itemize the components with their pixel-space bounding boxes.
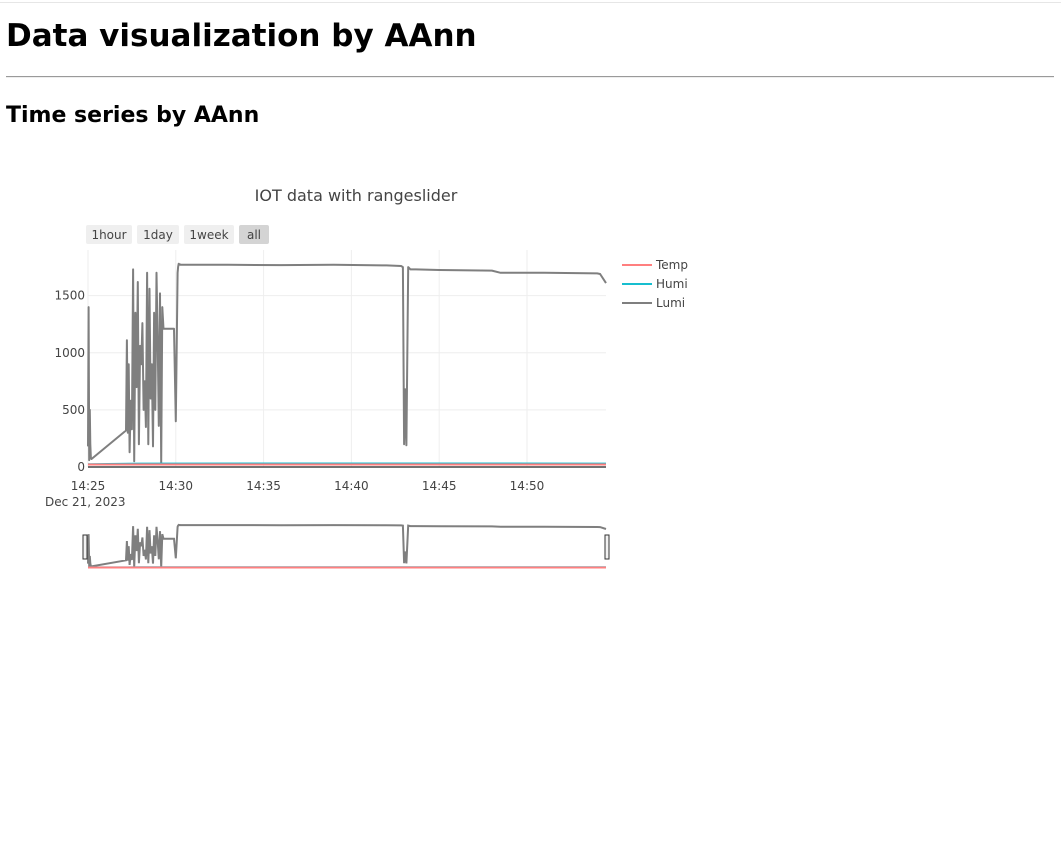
range-button-label[interactable]: 1day (143, 228, 173, 242)
legend-item-temp[interactable]: Temp (622, 258, 688, 272)
y-axis: 0 500 1000 1500 (54, 289, 85, 474)
range-button-1hour[interactable]: 1hour (86, 225, 132, 244)
y-tick-label: 1500 (54, 289, 85, 303)
rangeslider[interactable] (82, 522, 610, 569)
section-title: Time series by AAnn (6, 103, 260, 128)
range-button-label[interactable]: 1week (189, 228, 228, 242)
chart-container[interactable]: IOT data with rangeslider 1hour 1day 1week… (0, 170, 700, 590)
top-border (0, 2, 1061, 3)
plot-svg[interactable]: IOT data with rangeslider 1hour 1day 1week… (0, 170, 700, 590)
y-tick-label: 0 (77, 460, 85, 474)
legend-item-humi[interactable]: Humi (622, 277, 688, 291)
series-lines[interactable] (87, 262, 607, 466)
range-button-label[interactable]: all (247, 228, 261, 242)
range-selector[interactable]: 1hour 1day 1week all (86, 225, 269, 244)
x-tick-label: 14:45 (422, 479, 457, 493)
range-button-1day[interactable]: 1day (137, 225, 179, 244)
range-button-all[interactable]: all (239, 225, 269, 244)
x-tick-label: 14:30 (158, 479, 193, 493)
legend-label: Humi (656, 277, 688, 291)
x-tick-label: 14:50 (510, 479, 545, 493)
range-button-bg[interactable] (137, 225, 179, 244)
series-line-lumi[interactable] (87, 262, 607, 465)
y-tick-label: 1000 (54, 346, 85, 360)
gridlines (87, 250, 606, 467)
x-tick-label: 14:35 (246, 479, 281, 493)
rangeslider-handle-right[interactable] (604, 534, 610, 560)
rangeslider-handle-left[interactable] (82, 534, 88, 560)
rangeslider-bg (88, 522, 606, 568)
range-button-bg[interactable] (239, 225, 269, 244)
legend-label: Lumi (656, 296, 685, 310)
x-axis: 14:25 14:30 14:35 14:40 14:45 14:50 (71, 479, 545, 493)
horizontal-rule (6, 76, 1054, 78)
range-button-bg[interactable] (184, 225, 234, 244)
range-button-1week[interactable]: 1week (184, 225, 234, 244)
x-axis-date-label: Dec 21, 2023 (45, 495, 125, 509)
x-tick-label: 14:25 (71, 479, 106, 493)
page-title: Data visualization by AAnn (6, 18, 477, 54)
range-button-bg[interactable] (86, 225, 132, 244)
legend-item-lumi[interactable]: Lumi (622, 296, 685, 310)
y-tick-label: 500 (62, 403, 85, 417)
legend[interactable]: Temp Humi Lumi (622, 258, 688, 310)
rangeslider-line-lumi (87, 523, 607, 568)
range-button-label[interactable]: 1hour (91, 228, 126, 242)
x-tick-label: 14:40 (334, 479, 369, 493)
legend-label: Temp (655, 258, 688, 272)
chart-title: IOT data with rangeslider (255, 186, 458, 205)
